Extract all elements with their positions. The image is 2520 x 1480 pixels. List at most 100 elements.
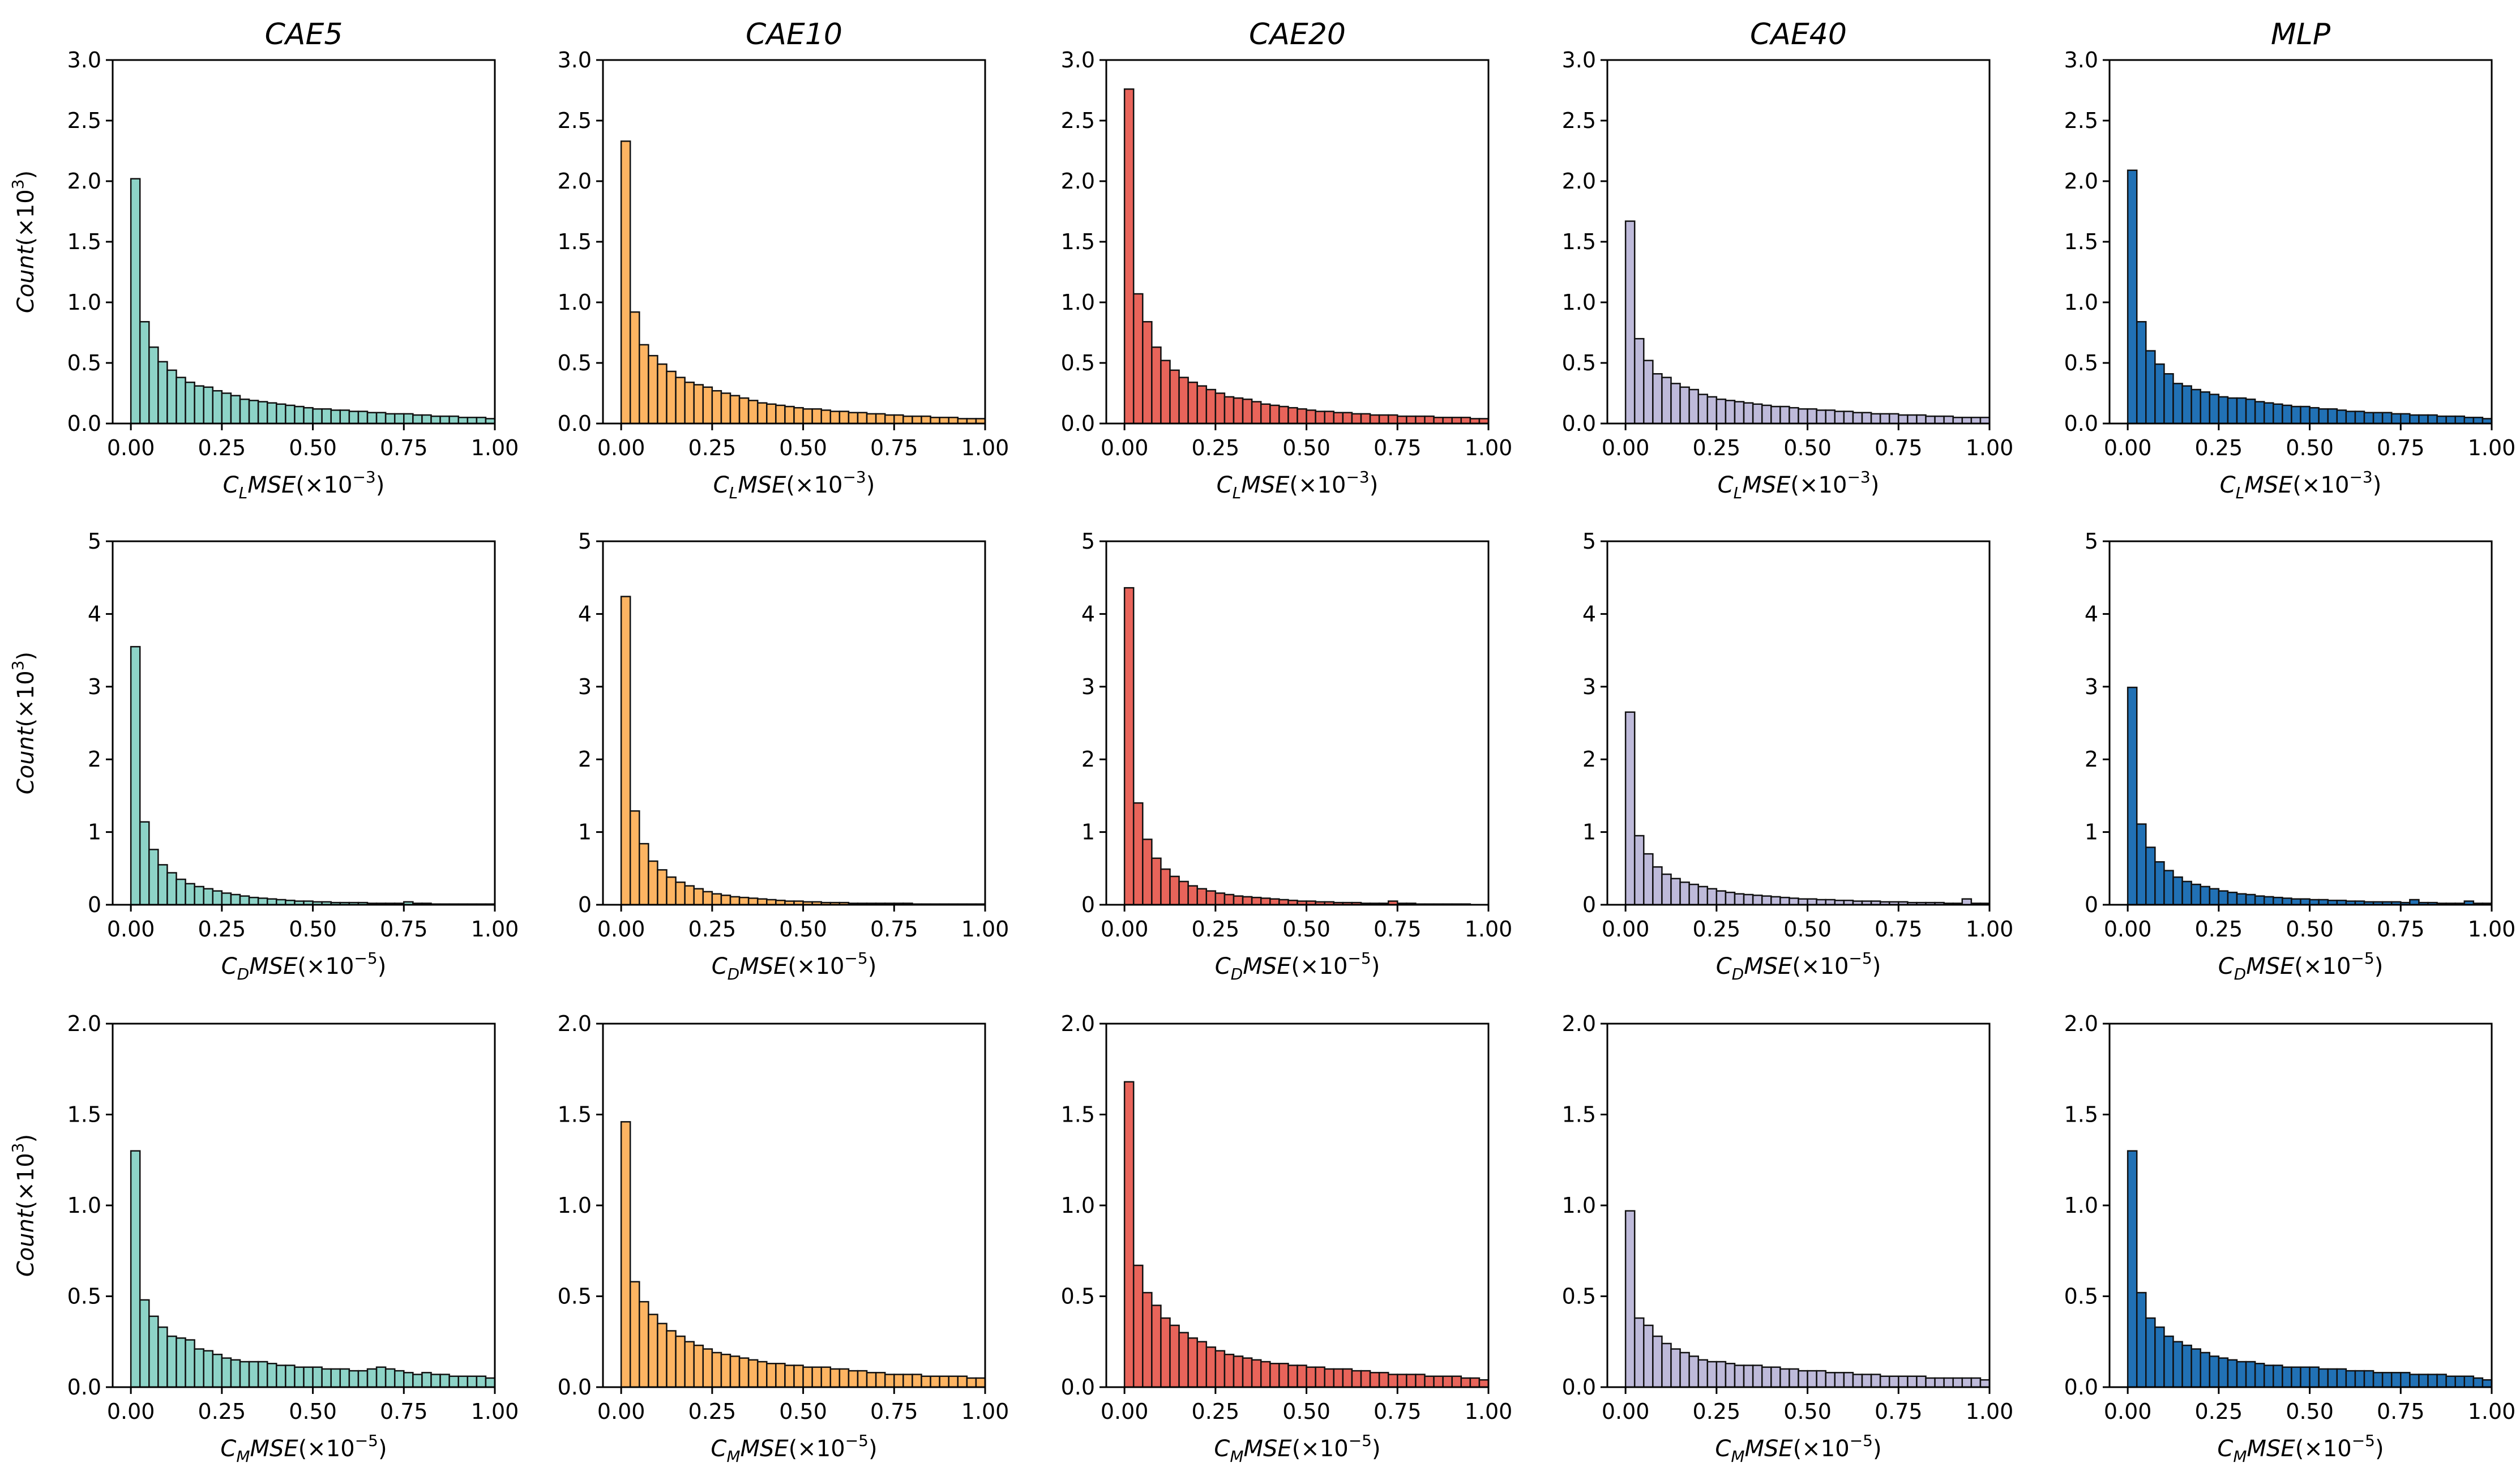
histogram-bar [2427,414,2438,425]
x-tick-label: 0.75 [870,917,918,942]
histogram-bar [1661,1342,1672,1388]
histogram-bar [1142,1291,1153,1388]
histogram-bar [2273,896,2283,906]
histogram-bar [1378,414,1389,425]
subplot-r0-c4: MLP 0.0 0.5 1.0 1.5 2.0 2.5 3.0 0.00 0.25 0.50 0.75… [2064,18,2516,502]
histogram-bar [457,417,469,425]
histogram-bar [2190,388,2201,425]
x-tick-label: 0.25 [688,435,737,460]
x-tick-label: 0.75 [1374,917,1422,942]
x-tick-label: 1.00 [2468,435,2516,460]
histogram-bar [1898,1375,1909,1388]
histogram-bar [439,415,450,425]
histogram-bar [2381,1372,2393,1388]
histogram-bar [1415,1374,1426,1388]
x-tick-label: 0.00 [1101,1399,1149,1424]
y-tick-label: 4 [2085,601,2098,626]
histogram-bar [230,1359,241,1388]
histogram-bar [467,1375,478,1388]
histogram-bar [1652,866,1663,906]
y-tick-label: 0.5 [2064,1284,2098,1309]
y-tick-label: 2.0 [2064,1011,2098,1036]
histogram-bar [921,1375,931,1388]
histogram-bar [1798,1370,1808,1388]
histogram-bar [448,1375,459,1388]
y-tick-label: 1.5 [67,1102,101,1127]
plot-frame [112,59,496,425]
histogram-bar [2291,1366,2301,1388]
histogram-bar [1943,415,1954,425]
histogram-bar [793,1364,804,1388]
histogram-bar [948,417,959,425]
histogram-bar [1943,1377,1954,1388]
histogram-bar [2200,1351,2211,1388]
histogram-bar [857,412,868,425]
histogram-bar [2273,403,2283,425]
y-tick-label: 1 [1582,820,1596,845]
plot-frame [112,1023,496,1388]
histogram-bar [1843,1372,1854,1388]
histogram-bar [738,1357,750,1388]
histogram-bar [2282,897,2292,906]
histogram-bar [157,864,168,906]
x-tick-label: 0.75 [2377,435,2425,460]
histogram-bar [866,1372,877,1388]
histogram-bar [1205,1346,1217,1388]
histogram-bar [1852,412,1863,425]
histogram-bar [648,860,658,906]
histogram-bar [1734,401,1745,425]
histogram-bar [1761,895,1772,906]
x-tick-label: 0.25 [2195,917,2243,942]
histogram-bar [375,1366,387,1388]
x-tick-label: 1.00 [471,435,519,460]
histogram-bar [838,1368,850,1388]
plot-frame [2108,1023,2493,1388]
histogram-bar [1807,898,1817,906]
histogram-bar [802,408,813,425]
x-tick-label: 1.00 [1465,435,1513,460]
histogram-bar [1123,1081,1135,1388]
histogram-bar [975,1377,986,1388]
histogram-bar [1315,410,1325,425]
histogram-bar [1424,415,1435,425]
histogram-bar [1925,415,1936,425]
histogram-bar [875,413,886,425]
histogram-bar [2245,398,2256,425]
histogram-bar [439,1374,450,1388]
histogram-bar [1324,410,1335,425]
y-tick-label: 1.5 [67,229,101,254]
histogram-bar [720,895,731,906]
histogram-bar [1278,1363,1289,1388]
y-tick-label: 2.0 [1562,169,1596,194]
histogram-bar [2254,401,2265,425]
histogram-bar [866,413,877,425]
x-axis-label: CMMSE(×10−5) [1715,1431,1881,1466]
histogram-bar [2263,896,2274,906]
histogram-bar [375,412,387,425]
histogram-bar [1297,408,1307,425]
histogram-bar [203,1350,214,1388]
y-tick-label: 5 [2085,529,2098,554]
y-tick-label: 3 [1081,674,1095,699]
y-tick-label: 2.5 [67,108,101,133]
histogram-bar [1706,888,1718,906]
subplot-r1-c4: 0 1 2 3 4 5 0.00 0.25 0.50 0.75 1.00 CDMSE(×10−5) [2085,529,2515,983]
histogram-bar [1643,360,1654,425]
x-tick-label: 0.00 [107,917,155,942]
histogram-bar [1979,417,1991,425]
histogram-bar [2236,1361,2247,1388]
histogram-bar [1178,880,1189,906]
histogram-bar [2309,1366,2320,1388]
histogram-bar [875,1372,886,1388]
y-tick-label: 3 [2085,674,2098,699]
y-tick-label: 3.0 [1061,48,1095,72]
x-tick-label: 0.75 [1875,1399,1923,1424]
histogram-bar [1807,408,1817,425]
histogram-bar [820,409,832,425]
histogram-bar [2282,1366,2292,1388]
histogram-bar [1214,392,1226,425]
x-tick-label: 0.00 [107,435,155,460]
histogram-bar [2482,1379,2493,1388]
x-tick-label: 0.00 [1602,917,1650,942]
